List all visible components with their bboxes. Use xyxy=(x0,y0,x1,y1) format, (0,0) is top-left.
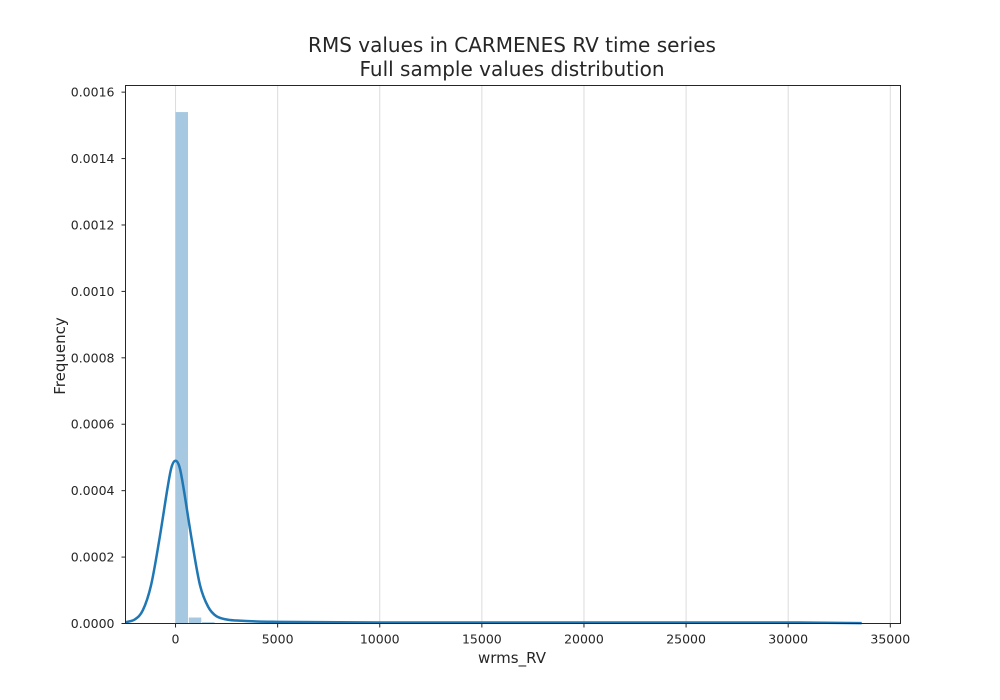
y-tick-label-5: 0.0010 xyxy=(71,284,115,299)
x-tick-label-3: 15000 xyxy=(462,632,502,647)
plot-frame xyxy=(125,85,901,624)
y-tick-label-8: 0.0016 xyxy=(71,85,115,100)
x-axis-ticks: 0 5000 10000 15000 20000 25000 30000 35000 xyxy=(172,623,910,647)
histogram-bars xyxy=(175,112,215,624)
histogram-bar-2 xyxy=(202,622,215,624)
x-tick-label-7: 35000 xyxy=(870,632,910,647)
x-tick-label-0: 0 xyxy=(172,632,180,647)
chart-subtitle: Full sample values distribution xyxy=(359,57,664,81)
grid xyxy=(175,85,891,624)
histogram-bar-0 xyxy=(175,112,189,624)
histogram-bar-1 xyxy=(188,617,202,624)
x-tick-label-1: 5000 xyxy=(262,632,294,647)
y-axis-ticks: 0.0000 0.0002 0.0004 0.0006 0.0008 0.0010 0.00… xyxy=(71,85,126,631)
x-tick-label-6: 30000 xyxy=(768,632,808,647)
chart-title: RMS values in CARMENES RV time series xyxy=(308,33,716,57)
x-tick-label-5: 25000 xyxy=(666,632,706,647)
x-tick-label-4: 20000 xyxy=(564,632,604,647)
y-tick-label-7: 0.0014 xyxy=(71,151,115,166)
x-tick-label-2: 10000 xyxy=(360,632,400,647)
x-axis-label: wrms_RV xyxy=(478,649,547,668)
y-tick-label-6: 0.0012 xyxy=(71,217,115,232)
y-tick-label-3: 0.0006 xyxy=(71,417,115,432)
kde-line xyxy=(125,459,862,625)
y-tick-label-2: 0.0004 xyxy=(71,483,115,498)
y-tick-label-0: 0.0000 xyxy=(71,616,115,631)
y-tick-label-1: 0.0002 xyxy=(71,550,115,565)
y-tick-label-4: 0.0008 xyxy=(71,350,115,365)
y-axis-label: Frequency xyxy=(51,317,69,395)
